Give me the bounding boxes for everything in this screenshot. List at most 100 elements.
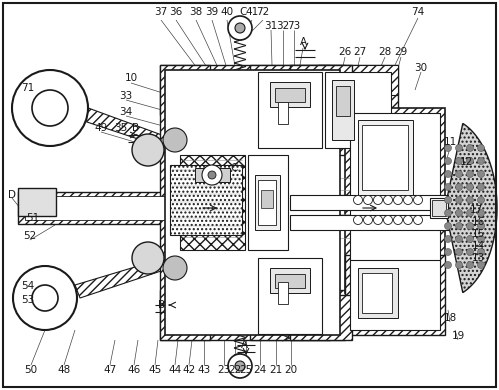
Text: 24: 24	[253, 365, 266, 375]
Circle shape	[132, 242, 164, 274]
Circle shape	[235, 361, 245, 371]
Text: 37: 37	[154, 7, 168, 17]
Circle shape	[467, 158, 474, 165]
Circle shape	[202, 165, 222, 185]
Text: C: C	[240, 7, 247, 17]
Text: 27: 27	[353, 47, 367, 57]
Text: A: A	[241, 340, 248, 350]
Bar	[160, 65, 210, 340]
Bar	[350, 260, 440, 330]
Text: 34: 34	[119, 107, 133, 117]
Text: B: B	[159, 300, 166, 310]
Bar	[170, 165, 242, 235]
Circle shape	[394, 216, 403, 225]
Text: 54: 54	[21, 281, 34, 291]
Text: 23: 23	[218, 365, 231, 375]
Circle shape	[353, 216, 362, 225]
Circle shape	[456, 197, 463, 204]
Bar	[290, 295, 352, 340]
Circle shape	[445, 248, 452, 255]
Text: 18: 18	[444, 313, 457, 323]
Text: 30: 30	[415, 63, 428, 73]
Text: 45: 45	[148, 365, 162, 375]
Text: 22: 22	[229, 365, 242, 375]
Text: 48: 48	[57, 365, 71, 375]
Bar	[258, 258, 322, 334]
Text: 73: 73	[287, 21, 300, 31]
Bar	[432, 200, 446, 216]
Circle shape	[404, 216, 413, 225]
Bar	[345, 255, 445, 335]
Circle shape	[363, 195, 372, 204]
Bar	[195, 168, 230, 182]
Bar	[160, 65, 345, 115]
Text: 35: 35	[114, 123, 128, 133]
Bar	[358, 268, 398, 318]
Circle shape	[32, 285, 58, 311]
Circle shape	[456, 248, 463, 255]
Text: 13: 13	[472, 253, 485, 263]
Text: 52: 52	[23, 231, 36, 241]
Text: 29: 29	[394, 47, 408, 57]
Circle shape	[445, 209, 452, 216]
Circle shape	[228, 16, 252, 40]
Circle shape	[456, 236, 463, 243]
Text: 38: 38	[190, 7, 203, 17]
Circle shape	[384, 216, 393, 225]
Bar	[160, 290, 345, 340]
Circle shape	[467, 145, 474, 151]
Circle shape	[384, 195, 393, 204]
Circle shape	[467, 236, 474, 243]
Circle shape	[467, 197, 474, 204]
Bar	[358, 120, 413, 195]
Circle shape	[456, 223, 463, 229]
Bar	[261, 190, 273, 208]
Circle shape	[467, 223, 474, 229]
Circle shape	[456, 209, 463, 216]
Text: C: C	[231, 163, 238, 173]
Circle shape	[163, 256, 187, 280]
Circle shape	[373, 216, 383, 225]
Text: 72: 72	[256, 7, 269, 17]
Bar	[332, 80, 354, 140]
Circle shape	[13, 266, 77, 330]
Circle shape	[228, 354, 252, 378]
Bar	[180, 155, 245, 250]
Bar	[250, 250, 330, 340]
Circle shape	[467, 184, 474, 190]
Text: 41: 41	[246, 7, 258, 17]
Circle shape	[132, 134, 164, 166]
Circle shape	[394, 195, 403, 204]
Bar	[278, 102, 288, 124]
Circle shape	[478, 145, 485, 151]
Circle shape	[456, 262, 463, 268]
Circle shape	[478, 170, 485, 177]
Circle shape	[445, 145, 452, 151]
Text: 15: 15	[472, 229, 485, 239]
Text: 47: 47	[103, 365, 117, 375]
Text: 20: 20	[284, 365, 297, 375]
Bar	[258, 180, 276, 225]
Bar	[278, 282, 288, 304]
Circle shape	[478, 158, 485, 165]
Circle shape	[12, 70, 88, 146]
Text: B: B	[132, 123, 140, 133]
Bar	[258, 72, 322, 148]
Bar	[345, 108, 445, 293]
Text: 19: 19	[452, 331, 465, 341]
Circle shape	[478, 248, 485, 255]
Bar	[275, 88, 305, 102]
Bar	[362, 125, 408, 190]
Bar	[25, 196, 165, 220]
Circle shape	[404, 195, 413, 204]
Polygon shape	[75, 105, 170, 148]
Bar	[275, 274, 305, 288]
Circle shape	[445, 262, 452, 268]
Circle shape	[235, 23, 245, 33]
Text: 31: 31	[264, 21, 277, 31]
Circle shape	[478, 236, 485, 243]
Circle shape	[208, 171, 216, 179]
Text: 11: 11	[444, 137, 457, 147]
Circle shape	[478, 209, 485, 216]
Circle shape	[445, 170, 452, 177]
